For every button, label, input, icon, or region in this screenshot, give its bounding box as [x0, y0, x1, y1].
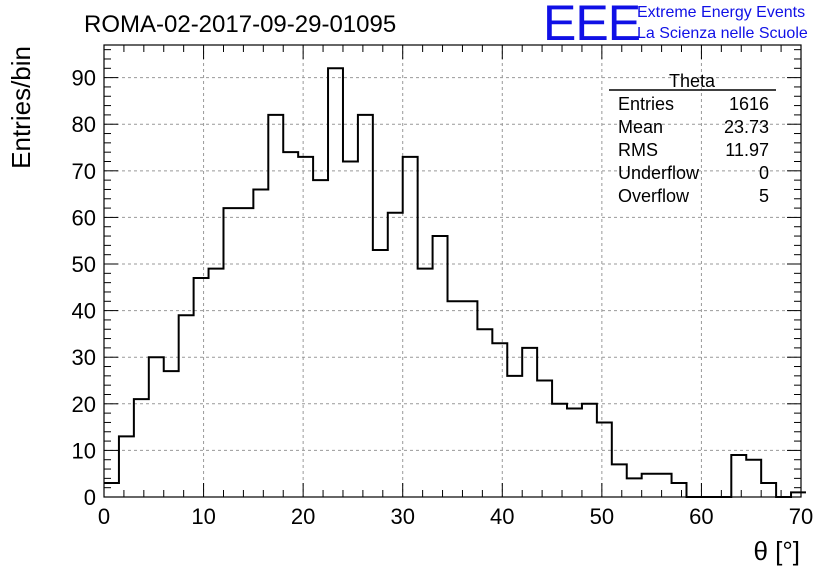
histogram-bin — [418, 269, 433, 497]
chart-title: ROMA-02-2017-09-29-01095 — [84, 11, 396, 38]
histogram-bin — [283, 152, 298, 497]
stats-row-label: Entries — [618, 94, 674, 114]
histogram-bin — [268, 115, 283, 497]
y-tick-label: 70 — [72, 159, 96, 184]
histogram-bin — [253, 189, 268, 497]
histogram-bin — [582, 404, 597, 497]
histogram-bin — [746, 460, 761, 497]
stats-row-label: Underflow — [618, 163, 700, 183]
histogram-bin — [403, 157, 418, 497]
y-tick-label: 50 — [72, 252, 96, 277]
y-tick-label: 0 — [84, 485, 96, 510]
histogram-bin — [373, 250, 388, 497]
histogram-bin — [448, 301, 463, 497]
histogram-bin — [731, 455, 746, 497]
histogram-outline — [104, 67, 806, 498]
y-tick-label: 60 — [72, 205, 96, 230]
x-tick-label: 40 — [490, 504, 514, 529]
logo-line-1: Extreme Energy Events — [637, 4, 806, 21]
histogram-bin — [433, 236, 448, 497]
histogram-bin — [164, 371, 179, 497]
stats-row-value: 23.73 — [724, 117, 769, 137]
histogram-bin — [194, 278, 209, 497]
histogram-bin — [343, 161, 358, 497]
histogram-bin — [552, 404, 567, 497]
histogram-bin — [761, 483, 776, 497]
y-tick-label: 80 — [72, 112, 96, 137]
histogram-bin — [597, 422, 612, 497]
x-tick-label: 20 — [291, 504, 315, 529]
histogram-bin — [507, 376, 522, 497]
histogram-bin — [612, 464, 627, 497]
stats-row-label: Mean — [618, 117, 663, 137]
histogram-bin — [298, 157, 313, 497]
histogram-bin — [672, 483, 687, 497]
histogram-bin — [223, 208, 238, 497]
histogram-bin — [388, 213, 403, 497]
axes — [103, 44, 802, 498]
x-tick-label: 10 — [191, 504, 215, 529]
histogram-bin — [791, 492, 806, 497]
x-tick-label: 30 — [390, 504, 414, 529]
y-tick-label: 90 — [72, 66, 96, 91]
histogram-bin — [642, 474, 657, 497]
histogram-bin — [104, 483, 119, 497]
stats-row-value: 1616 — [729, 94, 769, 114]
histogram-bin — [567, 408, 582, 497]
stats-row-label: RMS — [618, 140, 658, 160]
histogram-bin — [313, 180, 328, 497]
x-tick-label: 60 — [689, 504, 713, 529]
stats-box: Theta Entries 1616 Mean 23.73 RMS 11.97 Underf… — [609, 71, 776, 206]
x-tick-label: 70 — [789, 504, 813, 529]
histogram-bin — [462, 301, 477, 497]
y-tick-label: 10 — [72, 438, 96, 463]
histogram-bin — [627, 478, 642, 497]
histogram-bin — [492, 343, 507, 497]
histogram-bin — [328, 68, 343, 497]
histogram-bin — [358, 115, 373, 497]
y-tick-label: 40 — [72, 299, 96, 324]
logo-line-2: La Scienza nelle Scuole — [637, 25, 808, 42]
histogram-bin — [149, 357, 164, 497]
stats-rows: Entries 1616 Mean 23.73 RMS 11.97 Underflow 0 Ov… — [618, 94, 769, 206]
histogram-bin — [522, 348, 537, 497]
grid-lines — [104, 45, 801, 497]
histogram-bin — [657, 474, 672, 497]
histogram-bars — [104, 67, 806, 498]
plot-frame — [103, 44, 802, 498]
histogram-bin — [179, 315, 194, 497]
stats-row-value: 0 — [759, 163, 769, 183]
x-axis-label: θ [°] — [753, 536, 800, 566]
histogram-bin — [238, 208, 253, 497]
x-tick-label: 50 — [590, 504, 614, 529]
stats-row-value: 5 — [759, 186, 769, 206]
histogram-bin — [209, 269, 224, 497]
y-tick-label: 20 — [72, 392, 96, 417]
histogram-bin — [119, 436, 134, 497]
y-axis-label: Entries/bin — [6, 46, 36, 169]
histogram-bin — [477, 329, 492, 497]
stats-box-title: Theta — [669, 71, 716, 91]
x-tick-label: 0 — [98, 504, 110, 529]
histogram-bin — [134, 399, 149, 497]
stats-row-value: 11.97 — [725, 140, 769, 160]
y-tick-label: 30 — [72, 345, 96, 370]
stats-row-label: Overflow — [618, 186, 690, 206]
eee-logo: EEE — [543, 0, 641, 51]
histogram-bin — [537, 381, 552, 497]
